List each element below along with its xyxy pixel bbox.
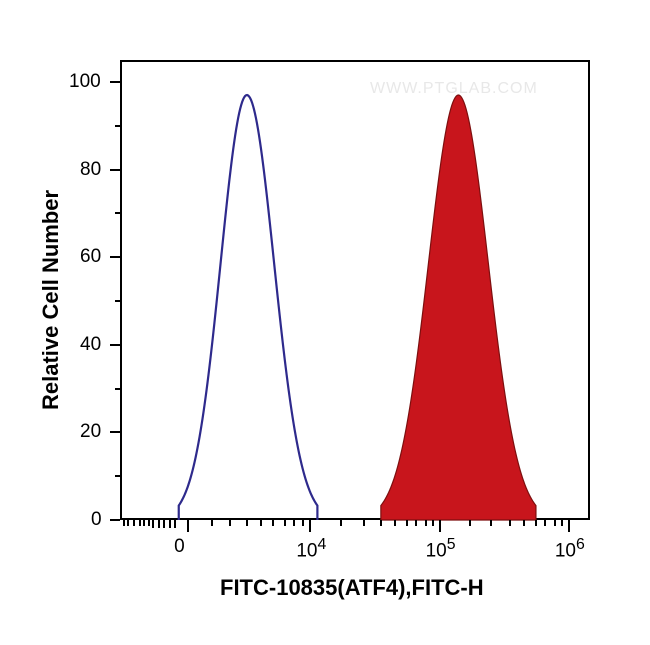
tick <box>380 520 382 526</box>
tick <box>302 520 304 526</box>
tick <box>152 520 154 528</box>
tick <box>490 520 492 526</box>
tick <box>110 256 120 258</box>
tick-label: 104 <box>296 536 326 562</box>
tick <box>425 520 427 526</box>
series-stained-atf4 <box>381 95 536 520</box>
tick <box>110 431 120 433</box>
tick <box>406 520 408 526</box>
tick <box>394 520 396 526</box>
tick <box>568 520 570 526</box>
tick <box>561 520 563 526</box>
tick <box>415 520 417 526</box>
tick <box>340 520 342 526</box>
tick <box>469 520 471 526</box>
tick <box>143 520 145 526</box>
tick <box>432 520 434 526</box>
tick <box>115 212 120 214</box>
tick <box>246 520 248 526</box>
tick <box>260 520 262 526</box>
tick <box>148 520 150 526</box>
tick <box>544 520 546 526</box>
tick-label: 106 <box>555 536 585 562</box>
tick-label: 0 <box>91 509 102 531</box>
tick <box>284 520 286 526</box>
tick <box>229 520 231 526</box>
tick <box>554 520 556 526</box>
tick-label: 80 <box>80 159 101 181</box>
tick-label: 60 <box>80 246 101 268</box>
tick <box>174 520 176 528</box>
tick <box>110 344 120 346</box>
tick <box>115 388 120 390</box>
tick <box>363 520 365 526</box>
tick <box>115 300 120 302</box>
tick <box>163 520 165 528</box>
series-control-unstained <box>179 95 318 520</box>
tick-label: 105 <box>426 536 456 562</box>
tick <box>139 520 141 526</box>
tick <box>169 520 171 528</box>
tick <box>115 475 120 477</box>
tick <box>509 520 511 526</box>
tick-label: 100 <box>69 71 101 93</box>
tick <box>123 520 125 526</box>
tick <box>158 520 160 528</box>
tick <box>309 520 311 526</box>
tick <box>272 520 274 526</box>
tick <box>110 519 120 521</box>
tick <box>127 520 129 526</box>
tick <box>523 520 525 526</box>
tick-label: 40 <box>80 334 101 356</box>
tick <box>110 81 120 83</box>
tick <box>115 125 120 127</box>
tick <box>110 169 120 171</box>
tick <box>133 520 135 526</box>
tick-label: 0 <box>174 536 185 558</box>
chart-container: WWW.PTGLAB.COM Relative Cell Number FITC… <box>0 0 650 645</box>
tick <box>439 520 441 526</box>
tick <box>211 520 213 526</box>
tick <box>535 520 537 526</box>
tick <box>187 520 189 532</box>
tick-label: 20 <box>80 421 101 443</box>
tick <box>293 520 295 526</box>
